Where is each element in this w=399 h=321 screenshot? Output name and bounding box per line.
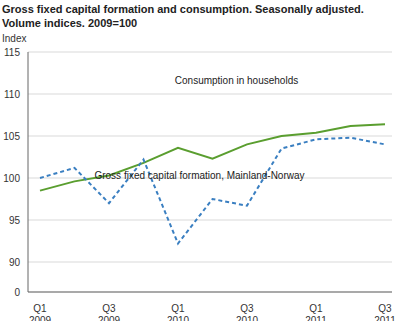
svg-text:Q32010: Q32010	[236, 303, 259, 321]
svg-text:110: 110	[8, 89, 20, 100]
svg-text:Q12009: Q12009	[29, 303, 52, 321]
svg-text:Q12011: Q12011	[305, 303, 327, 321]
html-text:Volume indices. 2009=100: Volume indices. 2009=100	[2, 17, 138, 29]
svg-text:Q32009: Q32009	[98, 303, 121, 321]
svg-text:0: 0	[14, 287, 20, 298]
svg-text:100: 100	[8, 173, 20, 184]
svg-text:90: 90	[9, 257, 21, 268]
svg-text:Consumption in households: Consumption in households	[175, 75, 298, 86]
html-text:Index: Index	[2, 33, 27, 44]
svg-text:Gross fixed capital formation,: Gross fixed capital formation, Mainland-…	[94, 170, 304, 181]
svg-text:105: 105	[8, 131, 20, 142]
svg-text:Q12010: Q12010	[167, 303, 190, 321]
svg-text:Q32011: Q32011	[374, 303, 391, 321]
html-text:Gross fixed capital formation: Gross fixed capital formation and consum…	[2, 3, 364, 15]
svg-text:95: 95	[9, 215, 21, 226]
svg-text:115: 115	[8, 47, 20, 58]
